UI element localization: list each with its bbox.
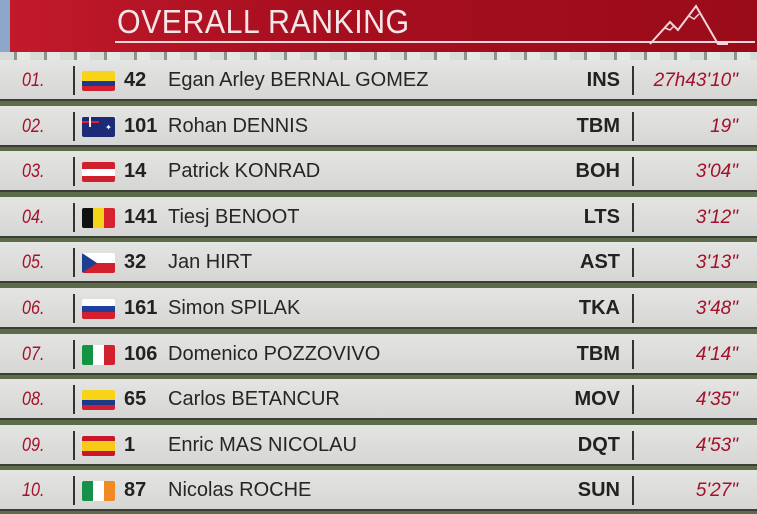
rider-name: Patrick KONRAD <box>168 160 321 183</box>
rider-name: Carlos BETANCUR <box>168 388 340 411</box>
rider-number: 42 <box>124 69 147 91</box>
time-gap: 4'53" <box>695 434 738 456</box>
time-gap: 19" <box>710 115 738 137</box>
time-gap: 27h43'10" <box>653 70 738 91</box>
column-divider <box>632 385 634 415</box>
rider-name: Egan Arley BERNAL GOMEZ <box>168 69 429 91</box>
time-gap: 3'12" <box>695 206 738 228</box>
rank: 10. <box>22 480 45 502</box>
rider-number: 161 <box>124 297 158 319</box>
column-divider <box>632 202 634 232</box>
column-divider <box>73 111 75 141</box>
team-code: INS <box>586 69 620 91</box>
ranking-row: 06. 161 Simon SPILAK TKA 3'48" <box>0 288 757 329</box>
rider-name: Rohan DENNIS <box>168 114 309 137</box>
column-divider <box>73 66 75 95</box>
rider-number: 32 <box>124 251 147 274</box>
ranking-row: 02. ✦ 101 Rohan DENNIS TBM 19" <box>0 105 757 147</box>
rider-number: 106 <box>124 342 158 365</box>
rank: 07. <box>22 343 45 365</box>
team-code: AST <box>580 251 620 274</box>
team-code: TBM <box>576 342 620 365</box>
page-title: OVERALL RANKING <box>117 3 410 40</box>
flag-ireland-icon <box>82 481 115 502</box>
ranking-header: OVERALL RANKING <box>0 0 757 54</box>
column-divider <box>632 157 634 187</box>
flag-australia-icon: ✦ <box>82 116 115 137</box>
column-divider <box>632 111 634 141</box>
column-divider <box>632 339 634 369</box>
flag-czech-republic-icon <box>82 253 115 274</box>
rider-name: Enric MAS NICOLAU <box>168 433 357 456</box>
time-gap: 4'35" <box>695 389 738 411</box>
column-divider <box>73 385 75 415</box>
mountain-icon <box>649 4 728 45</box>
column-divider <box>73 248 75 278</box>
flag-italy-icon <box>82 344 115 365</box>
rank: 02. <box>22 115 45 137</box>
column-divider <box>632 430 634 460</box>
rider-number: 141 <box>124 205 158 228</box>
flag-colombia-icon <box>82 390 115 411</box>
time-gap: 5'27" <box>695 480 738 502</box>
rider-number: 1 <box>124 433 136 456</box>
time-gap: 4'14" <box>695 343 738 365</box>
team-code: DQT <box>577 433 620 456</box>
ranking-row: 03. 14 Patrick KONRAD BOH 3'04" <box>0 151 757 193</box>
rider-number: 101 <box>124 114 158 137</box>
ranking-row: 08. 65 Carlos BETANCUR MOV 4'35" <box>0 379 757 421</box>
team-code: TKA <box>578 297 620 319</box>
team-code: LTS <box>583 205 620 228</box>
rank: 09. <box>22 434 45 456</box>
ranking-row: 05. 32 Jan HIRT AST 3'13" <box>0 242 757 284</box>
flag-colombia-icon <box>82 71 115 91</box>
flag-austria-icon <box>82 162 115 183</box>
team-code: TBM <box>576 114 620 137</box>
time-gap: 3'48" <box>695 298 738 319</box>
rider-name: Domenico POZZOVIVO <box>168 342 381 365</box>
rider-name: Jan HIRT <box>168 251 253 274</box>
team-code: MOV <box>574 388 620 411</box>
rank: 03. <box>22 161 45 183</box>
column-divider <box>73 157 75 187</box>
rank: 08. <box>22 389 45 411</box>
flag-spain-icon <box>82 435 115 456</box>
rider-number: 65 <box>124 388 147 411</box>
column-divider <box>632 476 634 506</box>
ranking-row: 01. 42 Egan Arley BERNAL GOMEZ INS 27h43… <box>0 60 757 101</box>
flag-slovenia-icon <box>82 299 115 319</box>
column-divider <box>632 248 634 278</box>
column-divider <box>73 339 75 369</box>
rider-number: 14 <box>124 160 147 183</box>
column-divider <box>632 66 634 95</box>
column-divider <box>73 476 75 506</box>
rider-name: Nicolas ROCHE <box>168 479 312 502</box>
column-divider <box>73 430 75 460</box>
column-divider <box>73 294 75 323</box>
team-code: BOH <box>575 160 620 183</box>
title-underline <box>115 41 755 43</box>
rank: 06. <box>22 298 45 319</box>
rank: 05. <box>22 252 45 274</box>
header-edge <box>0 0 10 54</box>
ranking-row: 09. 1 Enric MAS NICOLAU DQT 4'53" <box>0 424 757 466</box>
column-divider <box>73 202 75 232</box>
team-code: SUN <box>577 479 620 502</box>
ranking-row: 04. 141 Tiesj BENOOT LTS 3'12" <box>0 196 757 238</box>
ranking-row: 10. 87 Nicolas ROCHE SUN 5'27" <box>0 470 757 512</box>
rider-name: Tiesj BENOOT <box>168 205 300 228</box>
header-divider <box>0 52 757 60</box>
time-gap: 3'04" <box>695 161 738 183</box>
rank: 01. <box>22 70 45 91</box>
rider-name: Simon SPILAK <box>168 297 301 319</box>
ranking-row: 07. 106 Domenico POZZOVIVO TBM 4'14" <box>0 333 757 375</box>
time-gap: 3'13" <box>695 252 738 274</box>
column-divider <box>632 294 634 323</box>
flag-belgium-icon <box>82 207 115 228</box>
rank: 04. <box>22 206 45 228</box>
rider-number: 87 <box>124 479 147 502</box>
